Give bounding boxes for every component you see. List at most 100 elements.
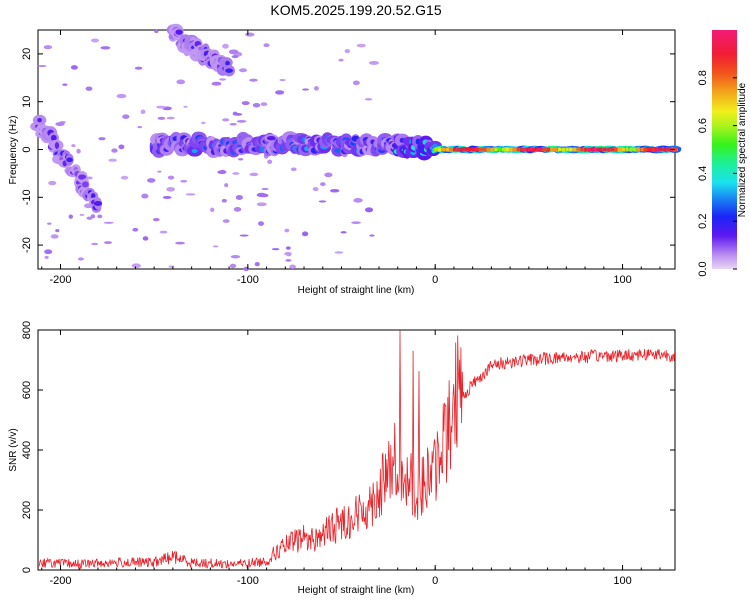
spectrogram-cell <box>329 189 340 193</box>
spectrogram-cell <box>535 147 539 152</box>
spectrogram-cell <box>116 93 127 99</box>
spectrogram-cell <box>235 194 243 200</box>
spectrogram-cell <box>238 158 244 161</box>
spectrogram-cell <box>219 78 227 81</box>
spectrogram-cell <box>156 105 166 109</box>
snr-y-tick-label: 600 <box>21 381 33 399</box>
spectrogram-cell <box>222 43 229 49</box>
spectrogram-cell <box>591 147 596 152</box>
spectrogram-cell <box>212 245 219 248</box>
spectrogram-cell <box>44 255 49 259</box>
spectrogram-cell <box>162 195 172 199</box>
snr-x-tick-label: -200 <box>49 575 71 587</box>
spectrogram-y-tick-label: -20 <box>21 237 33 253</box>
spectrogram-cell <box>211 81 222 86</box>
spectrogram-cell <box>289 264 296 269</box>
spectrogram-cell <box>674 147 678 152</box>
snr-y-tick-label: 400 <box>21 441 33 459</box>
spectrogram-cell <box>334 251 344 254</box>
spectrogram-cell <box>108 158 117 162</box>
spectrogram-cell <box>85 86 93 91</box>
spectrogram-cell <box>37 64 47 68</box>
spectrogram-cell <box>456 147 461 152</box>
spectrogram-cell <box>66 157 73 163</box>
spectrogram-cell <box>137 126 143 129</box>
spectrogram-cell <box>140 109 146 115</box>
spectrogram-cell <box>599 147 603 152</box>
spectrogram-cell <box>290 167 297 172</box>
spectrogram-cell <box>152 218 160 222</box>
snr-x-tick-label: 0 <box>432 575 438 587</box>
spectrogram-cell <box>369 234 375 237</box>
spectrogram-cell <box>614 147 618 152</box>
snr-frame <box>37 329 676 571</box>
spectrogram-cell <box>201 121 206 125</box>
spectrogram-cell <box>185 193 196 196</box>
spectrogram-cell <box>482 147 487 152</box>
snr-panel: -200 -100 0 100 0 200 400 600 800 Height of str… <box>8 321 676 596</box>
spectrogram-cell <box>318 200 327 203</box>
spectrogram-cell <box>231 55 239 59</box>
spectrogram-cell <box>118 144 125 150</box>
snr-y-tick-label: 0 <box>21 567 33 573</box>
spectrogram-cell <box>602 147 607 152</box>
spectrogram-cell <box>77 257 84 261</box>
spectrogram-cell <box>157 116 166 120</box>
spectrogram-cell <box>93 201 103 206</box>
spectrogram-cell <box>471 147 476 152</box>
spectrogram-cell <box>233 112 243 116</box>
spectrogram-cell <box>636 147 641 152</box>
spectrogram-cell <box>467 147 472 152</box>
spectrogram-cell <box>90 193 96 199</box>
spectrogram-cell <box>539 147 543 152</box>
spectrogram-cell <box>62 83 68 86</box>
spectrogram-cell <box>263 43 270 48</box>
spectrogram-cell <box>134 66 143 70</box>
spectrogram-cell <box>284 228 290 233</box>
spectrogram-cell <box>68 214 74 219</box>
spectrogram-cell <box>142 236 149 241</box>
spectrogram-cell <box>449 147 453 152</box>
spectrogram-cell <box>286 253 292 257</box>
spectrogram-cell <box>249 78 258 82</box>
spectrogram-cell <box>100 46 111 50</box>
spectrogram-cell <box>90 214 96 219</box>
spectrogram-cell <box>132 227 139 232</box>
spectrogram-cell <box>475 147 479 152</box>
spectrogram-cell <box>352 80 360 86</box>
spectrogram-cell <box>452 147 457 152</box>
snr-marks <box>37 330 676 570</box>
spectrogram-cell <box>37 117 42 123</box>
spectrogram-marks <box>30 23 682 272</box>
spectrogram-cell <box>79 213 85 217</box>
spectrogram-y-tick-label: 20 <box>21 48 33 60</box>
spectrogram-cell <box>86 216 93 220</box>
spectrogram-cell <box>180 179 188 183</box>
colorbar-tick-label: 0.4 <box>697 166 709 181</box>
spectrogram-cell <box>572 147 577 152</box>
spectrogram-cell <box>659 147 663 152</box>
spectrogram-cell <box>561 147 566 152</box>
spectrogram-cell <box>225 68 233 73</box>
spectrogram-cell <box>43 45 53 50</box>
spectrogram-cell <box>302 231 309 237</box>
spectrogram-cell <box>460 147 464 152</box>
spectrogram-cell <box>587 147 592 152</box>
spectrogram-cell <box>81 181 89 188</box>
spectrogram-cell <box>228 49 239 55</box>
spectrogram-cell <box>131 263 141 269</box>
spectrogram-cell <box>368 60 379 65</box>
spectrogram-cell <box>285 259 292 262</box>
spectrogram-cell <box>166 186 175 192</box>
spectrogram-cell <box>632 147 637 152</box>
spectrogram-cell <box>191 148 198 154</box>
spectrogram-cell <box>120 175 129 180</box>
spectrogram-cell <box>655 147 659 152</box>
spectrogram-cell <box>302 88 310 91</box>
spectrogram-cell <box>267 159 273 165</box>
spectrogram-cell <box>353 198 363 203</box>
spectrogram-cell <box>527 147 532 152</box>
spectrogram-cell <box>557 147 562 152</box>
spectrogram-cell <box>50 134 57 142</box>
colorbar-label: Normalized spectral amplitude <box>737 82 748 217</box>
